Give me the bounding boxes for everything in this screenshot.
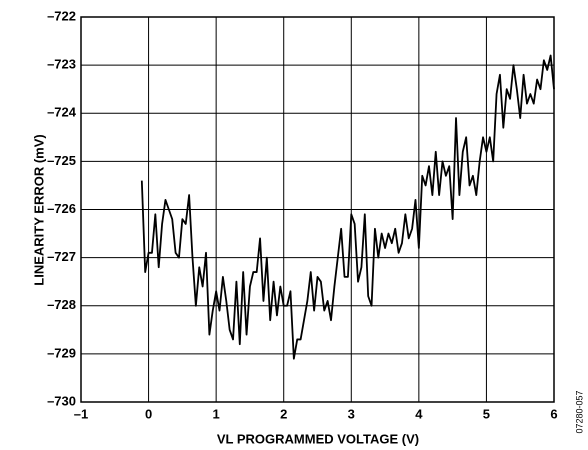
x-tick-label: 4 bbox=[415, 406, 423, 421]
x-tick-label: 3 bbox=[348, 406, 355, 421]
y-tick-label: –727 bbox=[47, 249, 76, 264]
data-line bbox=[140, 54, 555, 360]
plot-frame bbox=[80, 16, 555, 403]
x-axis-label: VL PROGRAMMED VOLTAGE (V) bbox=[217, 431, 419, 446]
y-tick-label: –726 bbox=[47, 201, 76, 216]
x-tick-label: 6 bbox=[550, 406, 557, 421]
x-tick-label: –1 bbox=[74, 406, 88, 421]
x-tick-label: 5 bbox=[483, 406, 490, 421]
y-tick-label: –725 bbox=[47, 153, 76, 168]
y-tick-label: –722 bbox=[47, 8, 76, 23]
y-axis-label: LINEARITY ERROR (mV) bbox=[31, 134, 46, 285]
y-tick-label: –729 bbox=[47, 345, 76, 360]
y-tick-label: –723 bbox=[47, 57, 76, 72]
figure-code: 07280-057 bbox=[574, 390, 584, 433]
y-tick-label: –728 bbox=[47, 297, 76, 312]
x-tick-label: 2 bbox=[280, 406, 287, 421]
y-tick-label: –730 bbox=[47, 393, 76, 408]
y-tick-label: –724 bbox=[47, 105, 77, 120]
x-tick-label: 0 bbox=[145, 406, 152, 421]
x-tick-label: 1 bbox=[213, 406, 220, 421]
